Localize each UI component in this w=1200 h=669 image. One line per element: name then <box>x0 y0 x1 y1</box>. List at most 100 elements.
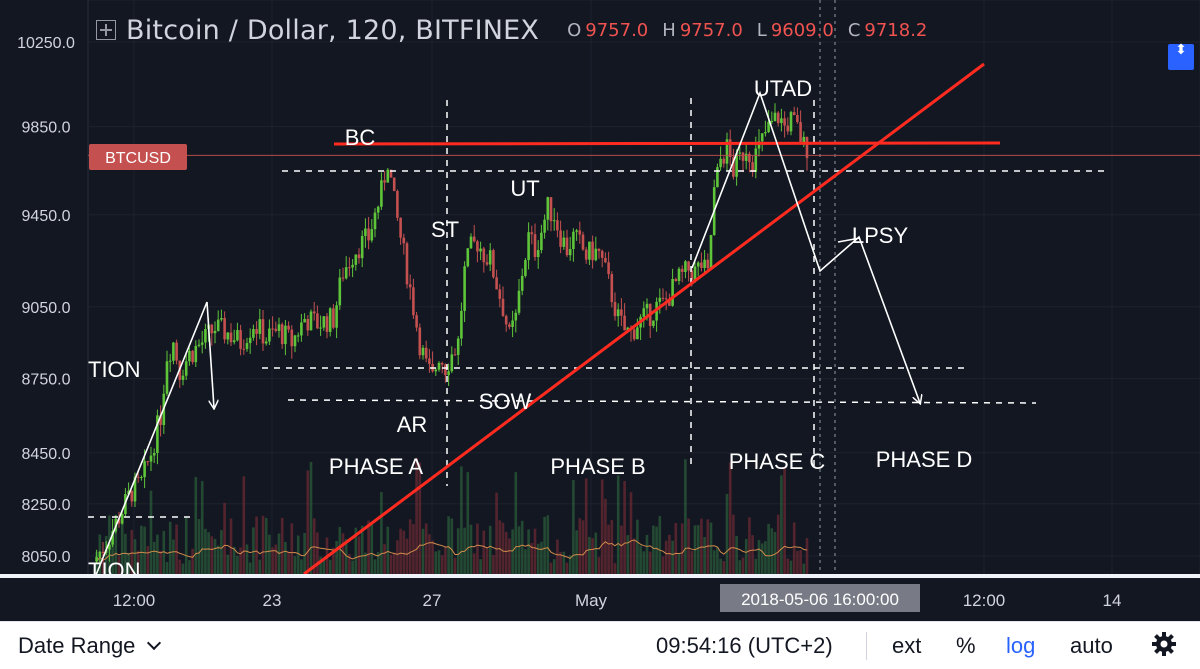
volume-bar <box>703 537 706 574</box>
candle <box>597 248 601 251</box>
clock-readout[interactable]: 09:54:16 (UTC+2) <box>656 632 833 658</box>
candle <box>456 338 460 355</box>
candle <box>735 153 738 177</box>
candle <box>290 329 294 347</box>
volume-bar <box>540 541 543 574</box>
candle <box>168 360 172 362</box>
candle <box>584 249 588 260</box>
gear-icon[interactable] <box>1150 630 1178 658</box>
candle <box>341 277 345 279</box>
candle <box>309 311 313 331</box>
volume-bar <box>287 551 290 574</box>
volume-bar <box>508 538 511 574</box>
volume-bar <box>460 466 463 574</box>
wyckoff-label: PHASE A <box>329 454 423 479</box>
volume-bar <box>117 556 121 574</box>
volume-bar <box>175 524 178 574</box>
y-tick-label: 8750.0 <box>22 372 71 389</box>
ohlc-value: 9757.0 <box>585 19 649 41</box>
volume-bar <box>565 562 569 574</box>
candle <box>751 162 754 173</box>
volume-bar <box>197 519 201 574</box>
candle <box>373 212 377 230</box>
percent-toggle[interactable]: % <box>956 632 976 658</box>
candle <box>559 230 562 247</box>
volume-bar <box>136 550 140 574</box>
volume-bar <box>482 530 486 574</box>
resistance-line <box>333 141 1001 146</box>
trendline <box>303 62 985 576</box>
candle <box>287 325 290 330</box>
x-tick-label: 23 <box>263 591 282 610</box>
volume-bar <box>754 558 758 574</box>
volume-bar <box>271 547 274 574</box>
candle <box>367 228 370 241</box>
candle <box>764 132 767 134</box>
candle <box>255 329 258 334</box>
candle <box>767 121 770 133</box>
volume-bar <box>700 518 703 574</box>
candle <box>703 259 706 268</box>
plus-square-icon[interactable] <box>96 20 116 40</box>
volume-bar <box>514 472 518 574</box>
candle <box>335 305 338 328</box>
auto-toggle[interactable]: auto <box>1070 632 1113 658</box>
y-tick-label: 9050.0 <box>22 300 71 317</box>
volume-bar <box>245 544 249 574</box>
crosshair-date-label: 2018-05-06 16:00:00 <box>741 590 899 609</box>
volume-bar <box>226 554 230 574</box>
x-tick-label: May <box>575 591 608 610</box>
candle <box>642 308 646 317</box>
volume-bar <box>194 477 198 574</box>
ext-toggle[interactable]: ext <box>892 632 922 658</box>
volume-bar <box>626 535 630 574</box>
volume-bar <box>636 519 639 574</box>
log-toggle[interactable]: log <box>1006 632 1036 658</box>
candle <box>322 316 326 328</box>
candle <box>796 115 799 123</box>
candle <box>607 262 610 275</box>
dashed-level <box>287 399 1037 404</box>
candle <box>722 158 726 164</box>
scale-expand-icon[interactable]: ⬍ <box>1168 43 1194 70</box>
volume-bar <box>677 553 681 574</box>
candle <box>453 354 457 356</box>
candle <box>380 180 383 207</box>
candle <box>524 260 527 276</box>
volume-bar <box>268 534 271 574</box>
volume-bar <box>264 517 268 574</box>
volume-bar <box>658 516 662 574</box>
candle <box>412 287 415 316</box>
candle <box>706 259 710 269</box>
candle <box>658 297 662 302</box>
volume-bar <box>501 522 505 574</box>
volume-bar <box>434 551 438 574</box>
ohlc-value: 9718.2 <box>864 19 928 41</box>
candle <box>229 332 233 343</box>
volume-bar <box>546 515 550 574</box>
wyckoff-label: PHASE C <box>729 449 826 474</box>
volume-bar <box>706 519 710 574</box>
volume-bar <box>751 535 754 574</box>
volume-bar <box>552 559 556 574</box>
candle <box>783 118 786 126</box>
candle <box>492 250 495 278</box>
volume-bar <box>485 548 489 574</box>
volume-bar <box>405 538 409 574</box>
candle <box>360 235 364 259</box>
candle <box>482 248 486 263</box>
volume-bar <box>236 555 239 574</box>
volume-bar <box>351 560 354 574</box>
candle <box>575 230 578 232</box>
candle <box>696 262 700 267</box>
candle <box>165 361 169 394</box>
volume-ma-line <box>96 539 808 563</box>
volume-bar <box>556 539 559 574</box>
volume-bar <box>402 530 406 574</box>
date-range-button[interactable]: Date Range <box>18 633 162 659</box>
volume-bar <box>725 493 729 574</box>
volume-bar <box>495 492 498 574</box>
candle <box>319 327 322 329</box>
crosshair-date-tag <box>720 584 920 612</box>
price-chart[interactable]: BTCUSD 2018-05-06 16:00:00 BC ST UT AR SOW UTAD… <box>0 0 1200 621</box>
